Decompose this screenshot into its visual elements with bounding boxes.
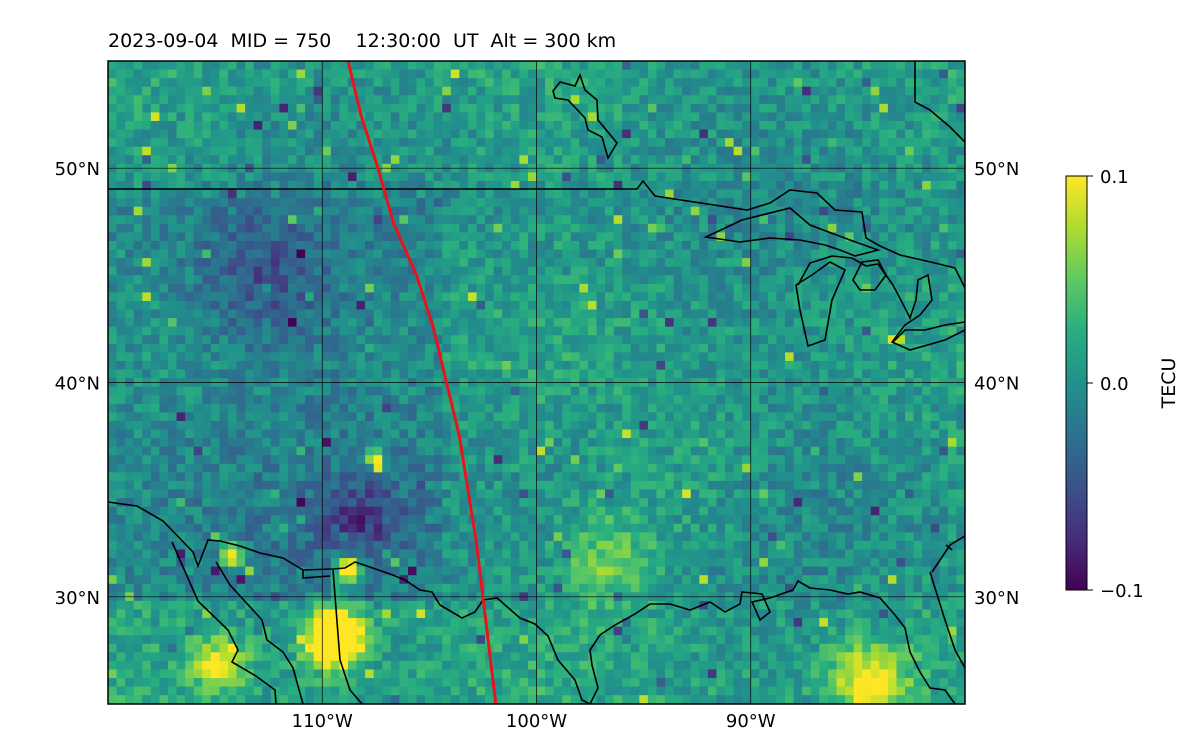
coastline-segment: [929, 571, 965, 669]
lon-tick-label: 100°W: [506, 711, 567, 732]
coastline-segment: [931, 535, 965, 573]
coastline-segment: [108, 179, 965, 289]
lat-tick-label-left: 30°N: [55, 588, 100, 609]
coastline-segment: [332, 569, 363, 704]
colorbar-label: TECU: [1158, 358, 1180, 410]
coastline-segment: [215, 561, 304, 704]
coastline-segment: [914, 61, 965, 143]
lat-tick-label-right: 30°N: [974, 588, 1019, 609]
coastline-segment: [171, 541, 277, 704]
coastline-segment: [108, 501, 591, 704]
colorbar-tick-label: −0.1: [1100, 581, 1144, 602]
lat-tick-label-left: 50°N: [55, 159, 100, 180]
coastline-segment: [945, 544, 953, 551]
lat-tick-label-right: 50°N: [974, 159, 1019, 180]
map-title: 2023-09-04 MID = 750 12:30:00 UT Alt = 3…: [108, 30, 617, 52]
lon-tick-label: 110°W: [292, 711, 353, 732]
colorbar-tick-label: 0.0: [1100, 374, 1129, 395]
coastline-segment: [797, 255, 965, 351]
graticule: [108, 61, 965, 704]
terminator-line: [346, 61, 498, 704]
coastline-segment: [852, 259, 887, 291]
coastline-segment: [302, 570, 331, 579]
coastline-segment: [795, 261, 847, 348]
lon-tick-label: 90°W: [726, 711, 776, 732]
lat-tick-label-left: 40°N: [55, 374, 100, 395]
coastline-segment: [703, 207, 881, 257]
tec-heatmap: [108, 61, 965, 704]
axis-ticks: 110°W 100°W 90°W 50°N 50°N 40°N 40°N 30°N 30°N: [55, 159, 1020, 732]
coastlines-borders: [108, 61, 965, 704]
lat-tick-label-right: 40°N: [974, 374, 1019, 395]
coastline-segment: [589, 579, 956, 704]
coastline-segment: [892, 321, 965, 343]
coastline-segment: [552, 72, 618, 160]
colorbar: 0.1 0.0 −0.1 TECU: [1065, 167, 1180, 602]
map-frame: [107, 60, 966, 705]
colorbar-tick-label: 0.1: [1100, 167, 1129, 188]
